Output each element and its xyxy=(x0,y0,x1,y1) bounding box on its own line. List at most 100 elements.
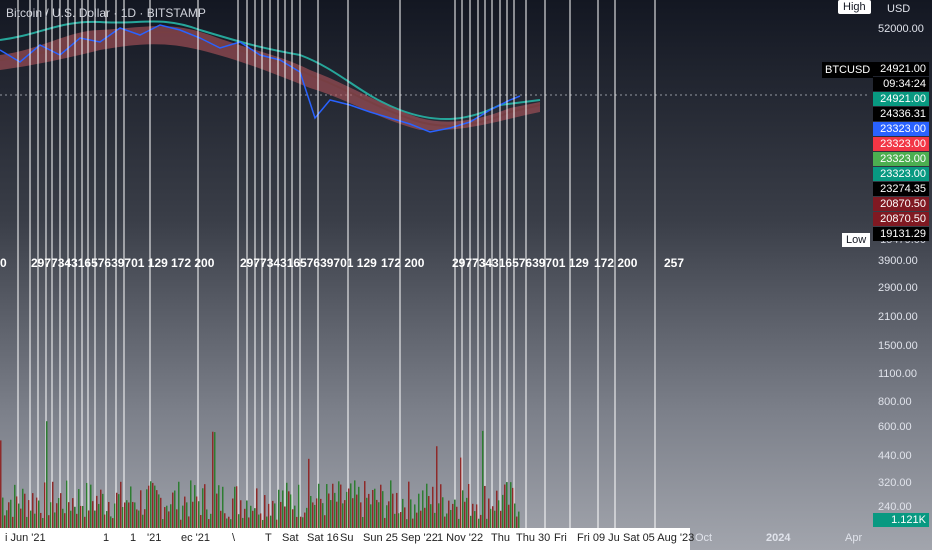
volume-bar xyxy=(48,515,50,528)
volume-bar xyxy=(54,512,56,528)
volume-bar xyxy=(202,488,204,528)
volume-bar xyxy=(396,492,398,528)
volume-bar xyxy=(366,497,368,528)
volume-bar xyxy=(356,494,358,528)
volume-bar xyxy=(212,431,214,528)
volume-bar xyxy=(432,486,434,528)
volume-bar xyxy=(318,483,320,528)
volume-bar xyxy=(228,516,230,528)
volume-bar xyxy=(502,494,504,528)
cloud xyxy=(0,26,540,131)
volume-bar xyxy=(516,516,518,528)
time-label: Oct xyxy=(695,532,713,544)
volume-bar xyxy=(98,503,100,528)
volume-bar xyxy=(412,518,414,528)
volume-bar xyxy=(186,502,188,528)
volume-bar xyxy=(142,514,144,528)
volume-bar xyxy=(316,498,318,528)
volume-bar xyxy=(492,506,494,528)
symbol-tag: BTCUSD xyxy=(822,62,874,78)
volume-bar xyxy=(16,496,18,528)
volume-bar xyxy=(18,503,20,528)
volume-bar xyxy=(266,516,268,528)
cycle-label: 29773431657639701 129 xyxy=(452,256,589,270)
volume-bar xyxy=(490,508,492,528)
cycle-label: 172 200 xyxy=(171,256,215,270)
volume-bar xyxy=(114,503,116,528)
volume-bar xyxy=(166,505,168,528)
time-label: i Jun '21 xyxy=(5,532,46,544)
volume-bar xyxy=(194,485,196,528)
price-tick: 440.00 xyxy=(878,450,912,462)
time-label: Sat 16 xyxy=(307,532,339,544)
cycle-label: 172 200 xyxy=(594,256,638,270)
volume-bar xyxy=(0,440,2,528)
time-label: 1 xyxy=(130,532,137,544)
volume-bar xyxy=(312,502,314,528)
volume-bar xyxy=(170,504,172,528)
volume-bar xyxy=(10,499,12,528)
volume-bar xyxy=(460,457,462,528)
time-label: Sat 05 Aug '23 xyxy=(623,532,695,544)
price-tick: 3900.00 xyxy=(878,255,918,267)
volume-bar xyxy=(78,489,80,528)
volume-bar xyxy=(314,504,316,528)
volume-bar xyxy=(472,503,474,528)
volume-bar xyxy=(352,498,354,528)
volume-bar xyxy=(326,484,328,528)
volume-bar xyxy=(66,480,68,528)
volume-bar xyxy=(90,484,92,528)
volume-bar xyxy=(344,500,346,528)
volume-bar xyxy=(158,494,160,528)
volume-bar xyxy=(346,491,348,528)
volume-bar xyxy=(120,481,122,528)
volume-bar xyxy=(348,488,350,528)
volume-bar xyxy=(474,511,476,528)
volume-bar xyxy=(332,483,334,528)
volume-bar xyxy=(458,518,460,528)
volume-bar xyxy=(378,502,380,528)
volume-bar xyxy=(50,502,52,528)
volume-bar xyxy=(40,512,42,528)
volume-bar xyxy=(22,488,24,528)
volume-bar xyxy=(24,493,26,528)
volume-bar xyxy=(336,501,338,528)
volume-bar xyxy=(138,510,140,528)
volume-bar xyxy=(498,500,500,528)
price-tick: 320.00 xyxy=(878,477,912,489)
volume-bar xyxy=(226,518,228,528)
volume-bar xyxy=(196,496,198,528)
volume-bar xyxy=(470,515,472,528)
volume-bar xyxy=(434,512,436,528)
volume-bar xyxy=(478,518,480,528)
volume-bar xyxy=(236,486,238,528)
volume-bar xyxy=(304,512,306,528)
cycle-label: 29773431657639701 129 xyxy=(240,256,377,270)
volume-bar xyxy=(276,519,278,528)
volume-bar xyxy=(216,493,218,528)
volume-bar xyxy=(14,484,16,528)
time-label: Thu xyxy=(491,532,510,544)
volume-bar xyxy=(290,494,292,528)
volume-bar xyxy=(128,502,130,528)
volume-bar xyxy=(182,505,184,528)
volume-bar xyxy=(44,482,46,528)
volume-bar xyxy=(360,502,362,528)
time-label: Fri 09 Ju xyxy=(577,532,620,544)
volume-bar xyxy=(268,503,270,528)
volume-bar xyxy=(132,501,134,528)
cycle-label: 29773431657639701 129 xyxy=(31,256,168,270)
volume-bar xyxy=(254,508,256,528)
price-tick: 1100.00 xyxy=(878,368,917,380)
time-label: 1 xyxy=(103,532,110,544)
price-tick: 1500.00 xyxy=(878,340,918,352)
volume-bar xyxy=(244,508,246,528)
volume-bar xyxy=(26,516,28,528)
volume-bar xyxy=(476,504,478,528)
volume-bar xyxy=(488,498,490,528)
volume-bar xyxy=(146,489,148,528)
volume-bar xyxy=(422,490,424,528)
cycle-label: 257 xyxy=(664,256,685,270)
volume-bar xyxy=(126,500,128,528)
